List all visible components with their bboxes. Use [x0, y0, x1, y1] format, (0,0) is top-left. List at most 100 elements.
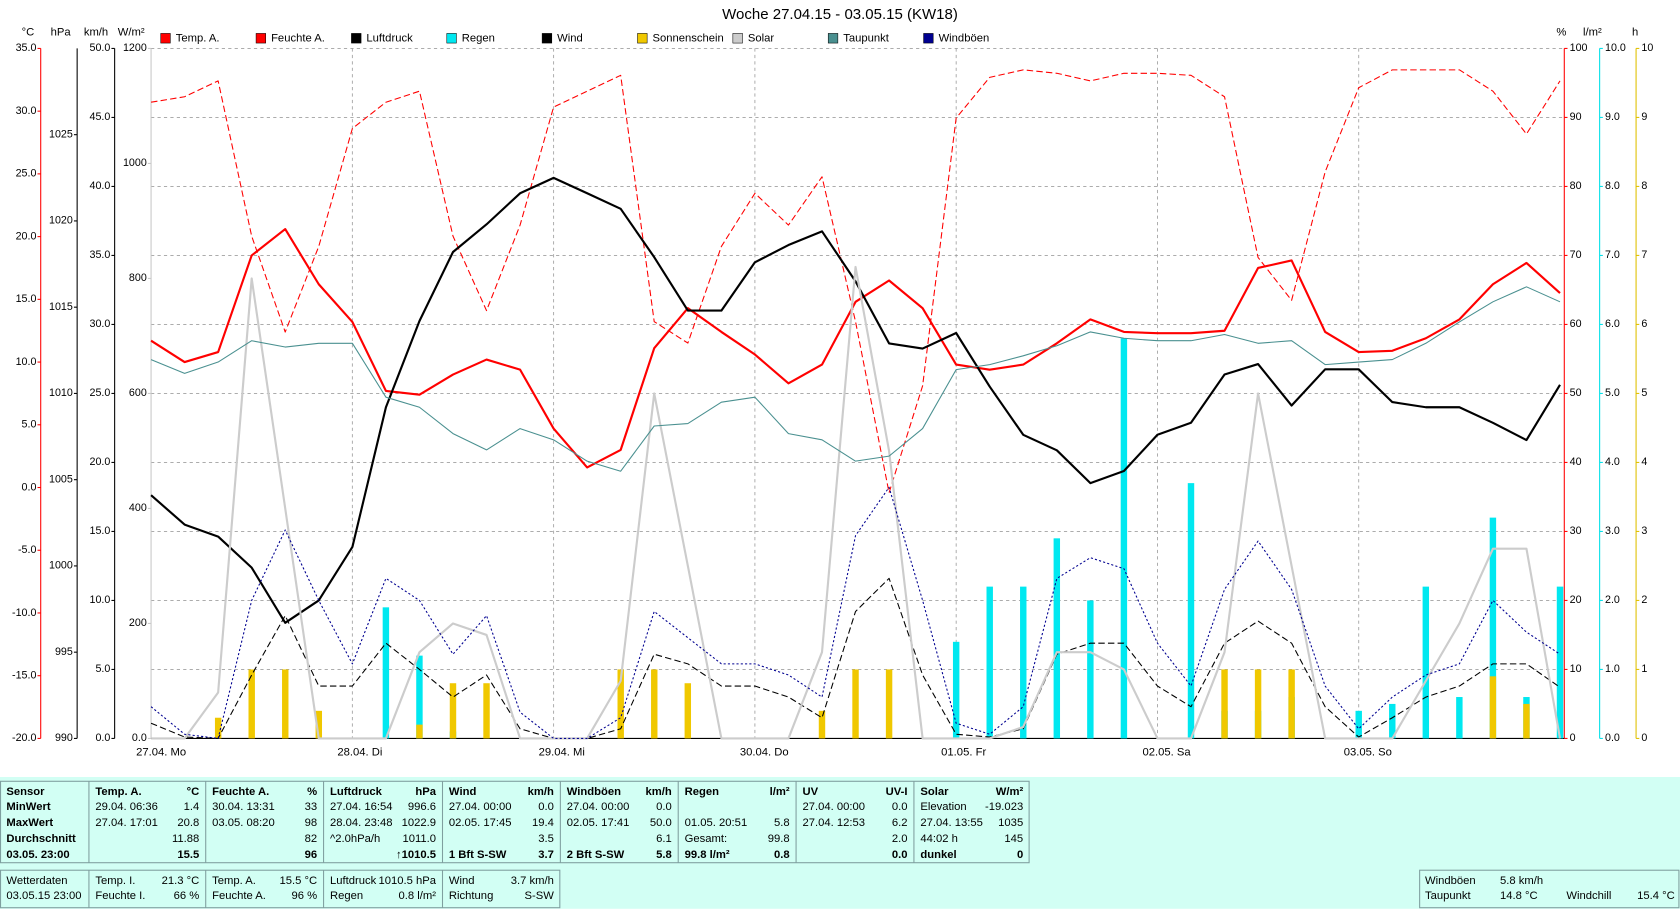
axis-unit: km/h [84, 26, 108, 38]
stats-cell: 996.6 [408, 801, 436, 813]
stats-cell: l/m² [770, 786, 790, 798]
legend-swatch [541, 33, 553, 44]
stats-cell: % [307, 786, 317, 798]
axis-unit: l/m² [1583, 26, 1602, 38]
legend-swatch [351, 33, 362, 44]
legend-swatch [637, 33, 648, 44]
y-tick-label: 1020 [49, 215, 73, 227]
y-tick-label: 10.0 [16, 356, 37, 368]
y-tick-label: 7 [1641, 249, 1647, 261]
stats-cell: 03.05. 23:00 [6, 849, 69, 861]
stats-cell: dunkel [920, 849, 956, 861]
y-tick-label: 1.0 [1605, 663, 1620, 675]
stats-cell: Windböen [567, 786, 621, 798]
stats-cell: 28.04. 23:48 [330, 817, 393, 829]
y-tick-label: 1005 [49, 474, 73, 486]
y-tick-label: 1 [1641, 663, 1647, 675]
current-cell: Feuchte I. [95, 890, 145, 902]
current-frame [0, 869, 561, 909]
y-tick-label: 5 [1641, 387, 1647, 399]
bar [1489, 676, 1497, 739]
stats-cell: ^2.0hPa/h [330, 833, 380, 845]
y-tick-label: -10.0 [12, 607, 36, 619]
stats-cell: 1022.9 [402, 817, 436, 829]
stats-cell: 3.5 [538, 833, 554, 845]
series-line [150, 486, 1561, 739]
stats-cell: 0.0 [538, 801, 554, 813]
y-tick-label: 0.0 [22, 481, 37, 493]
stats-cell: 27.04. 12:53 [803, 817, 866, 829]
bar [1288, 669, 1295, 739]
y-tick-label: 10.0 [90, 594, 111, 606]
stats-cell: W/m² [996, 786, 1024, 798]
stats-cell: 82 [305, 833, 318, 845]
current-cell: S-SW [525, 890, 555, 902]
y-tick-label: 1010 [49, 387, 73, 399]
stats-cell: 27.04. 13:55 [920, 817, 983, 829]
y-tick-label: 7.0 [1605, 249, 1620, 261]
current-cell: 14.8 °C [1500, 890, 1538, 902]
y-tick-label: 30 [1570, 525, 1582, 537]
y-tick-label: 990 [55, 732, 73, 744]
y-tick-label: 15.0 [90, 525, 111, 537]
y-tick-label: 4.0 [1605, 456, 1620, 468]
current-cell: 3.7 km/h [511, 875, 554, 887]
stats-cell: 20.8 [177, 817, 199, 829]
y-tick-label: 5.0 [1605, 387, 1620, 399]
legend-swatch [446, 33, 457, 44]
stats-cell: 6.1 [656, 833, 672, 845]
current-cell: Luftdruck [330, 875, 377, 887]
y-tick-label: 60 [1570, 318, 1582, 330]
stats-cell: 27.04. 16:54 [330, 801, 393, 813]
y-tick-label: 600 [129, 387, 147, 399]
bar [1187, 483, 1195, 739]
y-tick-label: 8.0 [1605, 180, 1620, 192]
current-cell: Wind [449, 875, 475, 887]
bar [1456, 697, 1463, 739]
stats-cell: 145 [1004, 833, 1023, 845]
legend-label: Luftdruck [366, 33, 413, 45]
stats-cell: Gesamt: [685, 833, 728, 845]
stats-cell: 0.8 [774, 849, 790, 861]
stats-cell: UV-I [886, 786, 908, 798]
current-cell: 96 % [291, 890, 317, 902]
axis-unit: hPa [51, 26, 72, 38]
stats-cell: 96 [305, 849, 318, 861]
y-tick-label: 1200 [123, 42, 147, 54]
stats-background [0, 777, 1680, 909]
y-tick-label: 100 [1570, 42, 1588, 54]
bar [986, 586, 993, 739]
legend-label: Solar [748, 33, 775, 45]
stats-cell: 1011.0 [402, 833, 436, 845]
current-cell: 03.05.15 23:00 [6, 890, 81, 902]
series-line [151, 265, 1562, 740]
stats-cell: 99.8 l/m² [685, 849, 730, 861]
bar [1087, 600, 1094, 739]
axis-unit: % [1556, 26, 1566, 38]
y-tick-label: 6 [1641, 318, 1647, 330]
bar [214, 717, 222, 739]
current-cell: 0.8 l/m² [399, 890, 437, 902]
bar [1221, 669, 1228, 739]
x-tick-label: 02.05. Sa [1142, 746, 1191, 758]
y-tick-label: 40.0 [90, 180, 111, 192]
y-tick-label: 30.0 [16, 105, 37, 117]
y-tick-label: 400 [129, 502, 147, 514]
y-tick-label: 20.0 [90, 456, 111, 468]
series-line [150, 227, 1561, 469]
y-tick-label: 45.0 [90, 111, 111, 123]
y-tick-label: 995 [55, 646, 73, 658]
stats-cell: 0.0 [656, 801, 672, 813]
bar [1120, 338, 1128, 739]
y-tick-label: 3 [1641, 525, 1647, 537]
current-cell: Windchill [1566, 890, 1611, 902]
y-tick-label: 0.0 [95, 732, 110, 744]
x-tick-label: 27.04. Mo [136, 746, 186, 758]
y-tick-label: 2.0 [1605, 594, 1620, 606]
legend-label: Sonnenschein [653, 33, 724, 45]
y-tick-label: -15.0 [12, 670, 36, 682]
stats-cell: 03.05. 08:20 [212, 817, 275, 829]
y-tick-label: 0.0 [1605, 732, 1620, 744]
bar [617, 669, 624, 739]
bar [1523, 703, 1530, 739]
